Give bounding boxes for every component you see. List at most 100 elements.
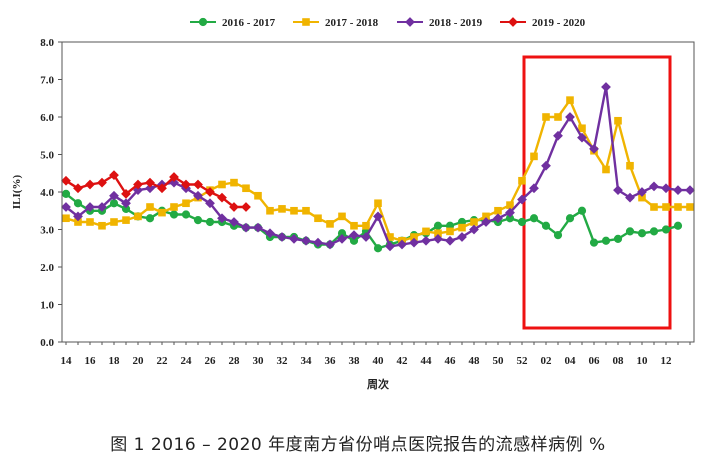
x-tick-label: 42 [397, 355, 409, 367]
data-point [529, 183, 539, 194]
data-point [61, 202, 71, 212]
ili-line-chart: 0.0 1.0 2.0 3.0 4.0 5.0 6.0 7.0 8.0 14 16 18 20 22 24 2… [11, 17, 695, 391]
plot-frame [61, 41, 695, 343]
data-point [122, 216, 130, 224]
x-tick-label: 44 [421, 355, 433, 367]
x-tick-label: 08 [613, 355, 625, 367]
data-point [98, 221, 106, 230]
data-point [554, 113, 562, 121]
data-point [230, 178, 238, 187]
data-point [385, 241, 395, 252]
y-tick-label: 7.0 [40, 75, 54, 87]
x-tick-label: 34 [301, 355, 313, 367]
data-point [637, 187, 647, 197]
data-point [433, 233, 443, 244]
y-tick-label: 5.0 [40, 150, 54, 162]
data-point [613, 234, 623, 243]
data-point [542, 113, 550, 121]
data-point [566, 96, 574, 104]
data-point [649, 181, 659, 192]
data-point [85, 202, 95, 212]
data-point [266, 206, 274, 215]
x-tick-label: 26 [205, 355, 217, 367]
data-point [553, 130, 563, 141]
data-point [338, 212, 346, 221]
series-2018-2019 [61, 82, 695, 252]
data-point [662, 203, 670, 211]
data-point [458, 223, 466, 232]
data-point [278, 205, 286, 213]
data-point [517, 217, 527, 227]
x-tick-label: 14 [61, 355, 73, 367]
data-point [601, 236, 611, 245]
x-tick-label: 06 [589, 355, 601, 367]
legend-label: 2018 - 2019 [429, 17, 483, 29]
data-point [265, 228, 275, 239]
y-tick-label: 3.0 [40, 225, 54, 237]
data-point [613, 185, 623, 196]
data-point [565, 112, 575, 122]
data-point [145, 177, 155, 188]
data-point [673, 221, 683, 230]
x-tick-label: 02 [541, 355, 553, 367]
legend-marker [405, 17, 415, 27]
data-point [374, 199, 382, 208]
data-point [422, 227, 430, 236]
data-point [133, 185, 143, 196]
series-2019-2020 [61, 170, 251, 212]
data-point [589, 238, 599, 247]
data-point [242, 184, 250, 193]
data-point [73, 183, 83, 194]
data-point [109, 199, 119, 208]
data-point [253, 222, 263, 233]
data-point [506, 201, 514, 209]
x-tick-label: 10 [637, 355, 649, 367]
data-point [170, 203, 178, 211]
data-point [134, 212, 142, 221]
y-tick-label: 8.0 [40, 37, 54, 49]
data-point [433, 221, 443, 230]
data-point [86, 218, 94, 226]
data-point [193, 190, 203, 201]
y-tick-label: 4.0 [40, 187, 54, 199]
x-tick-label: 52 [517, 355, 529, 367]
data-point [470, 218, 478, 226]
data-point [565, 214, 575, 223]
data-point [578, 124, 586, 133]
data-point [146, 203, 154, 211]
data-point [493, 213, 503, 224]
data-point [157, 183, 167, 194]
data-point [241, 202, 251, 212]
data-point [649, 227, 659, 236]
legend-label: 2016 - 2017 [222, 17, 276, 29]
data-point [73, 199, 83, 208]
x-tick-label: 04 [565, 355, 577, 367]
data-point [494, 206, 502, 215]
data-point [73, 211, 83, 222]
data-point [445, 235, 455, 246]
data-point [97, 202, 107, 212]
data-point [85, 179, 95, 190]
data-point [373, 244, 383, 253]
data-point [602, 165, 610, 174]
data-point [650, 203, 658, 211]
data-point [133, 179, 143, 190]
data-point [686, 203, 694, 211]
data-point [577, 206, 587, 215]
x-tick-label: 18 [109, 355, 121, 367]
data-point [589, 143, 599, 154]
data-point [61, 189, 71, 198]
series-layer [61, 82, 695, 253]
data-point [61, 175, 71, 186]
data-point [109, 170, 119, 181]
data-point [409, 237, 419, 248]
data-point [397, 239, 407, 250]
x-tick-label: 28 [229, 355, 241, 367]
data-point [121, 198, 131, 209]
figure-caption: 图 1 2016 – 2020 年度南方省份哨点医院报告的流感样病例 % [110, 435, 606, 455]
data-point [614, 116, 622, 125]
data-point [97, 177, 107, 188]
data-point [169, 172, 179, 182]
data-point [685, 185, 695, 196]
legend-item: 2016 - 2017 [190, 17, 276, 29]
